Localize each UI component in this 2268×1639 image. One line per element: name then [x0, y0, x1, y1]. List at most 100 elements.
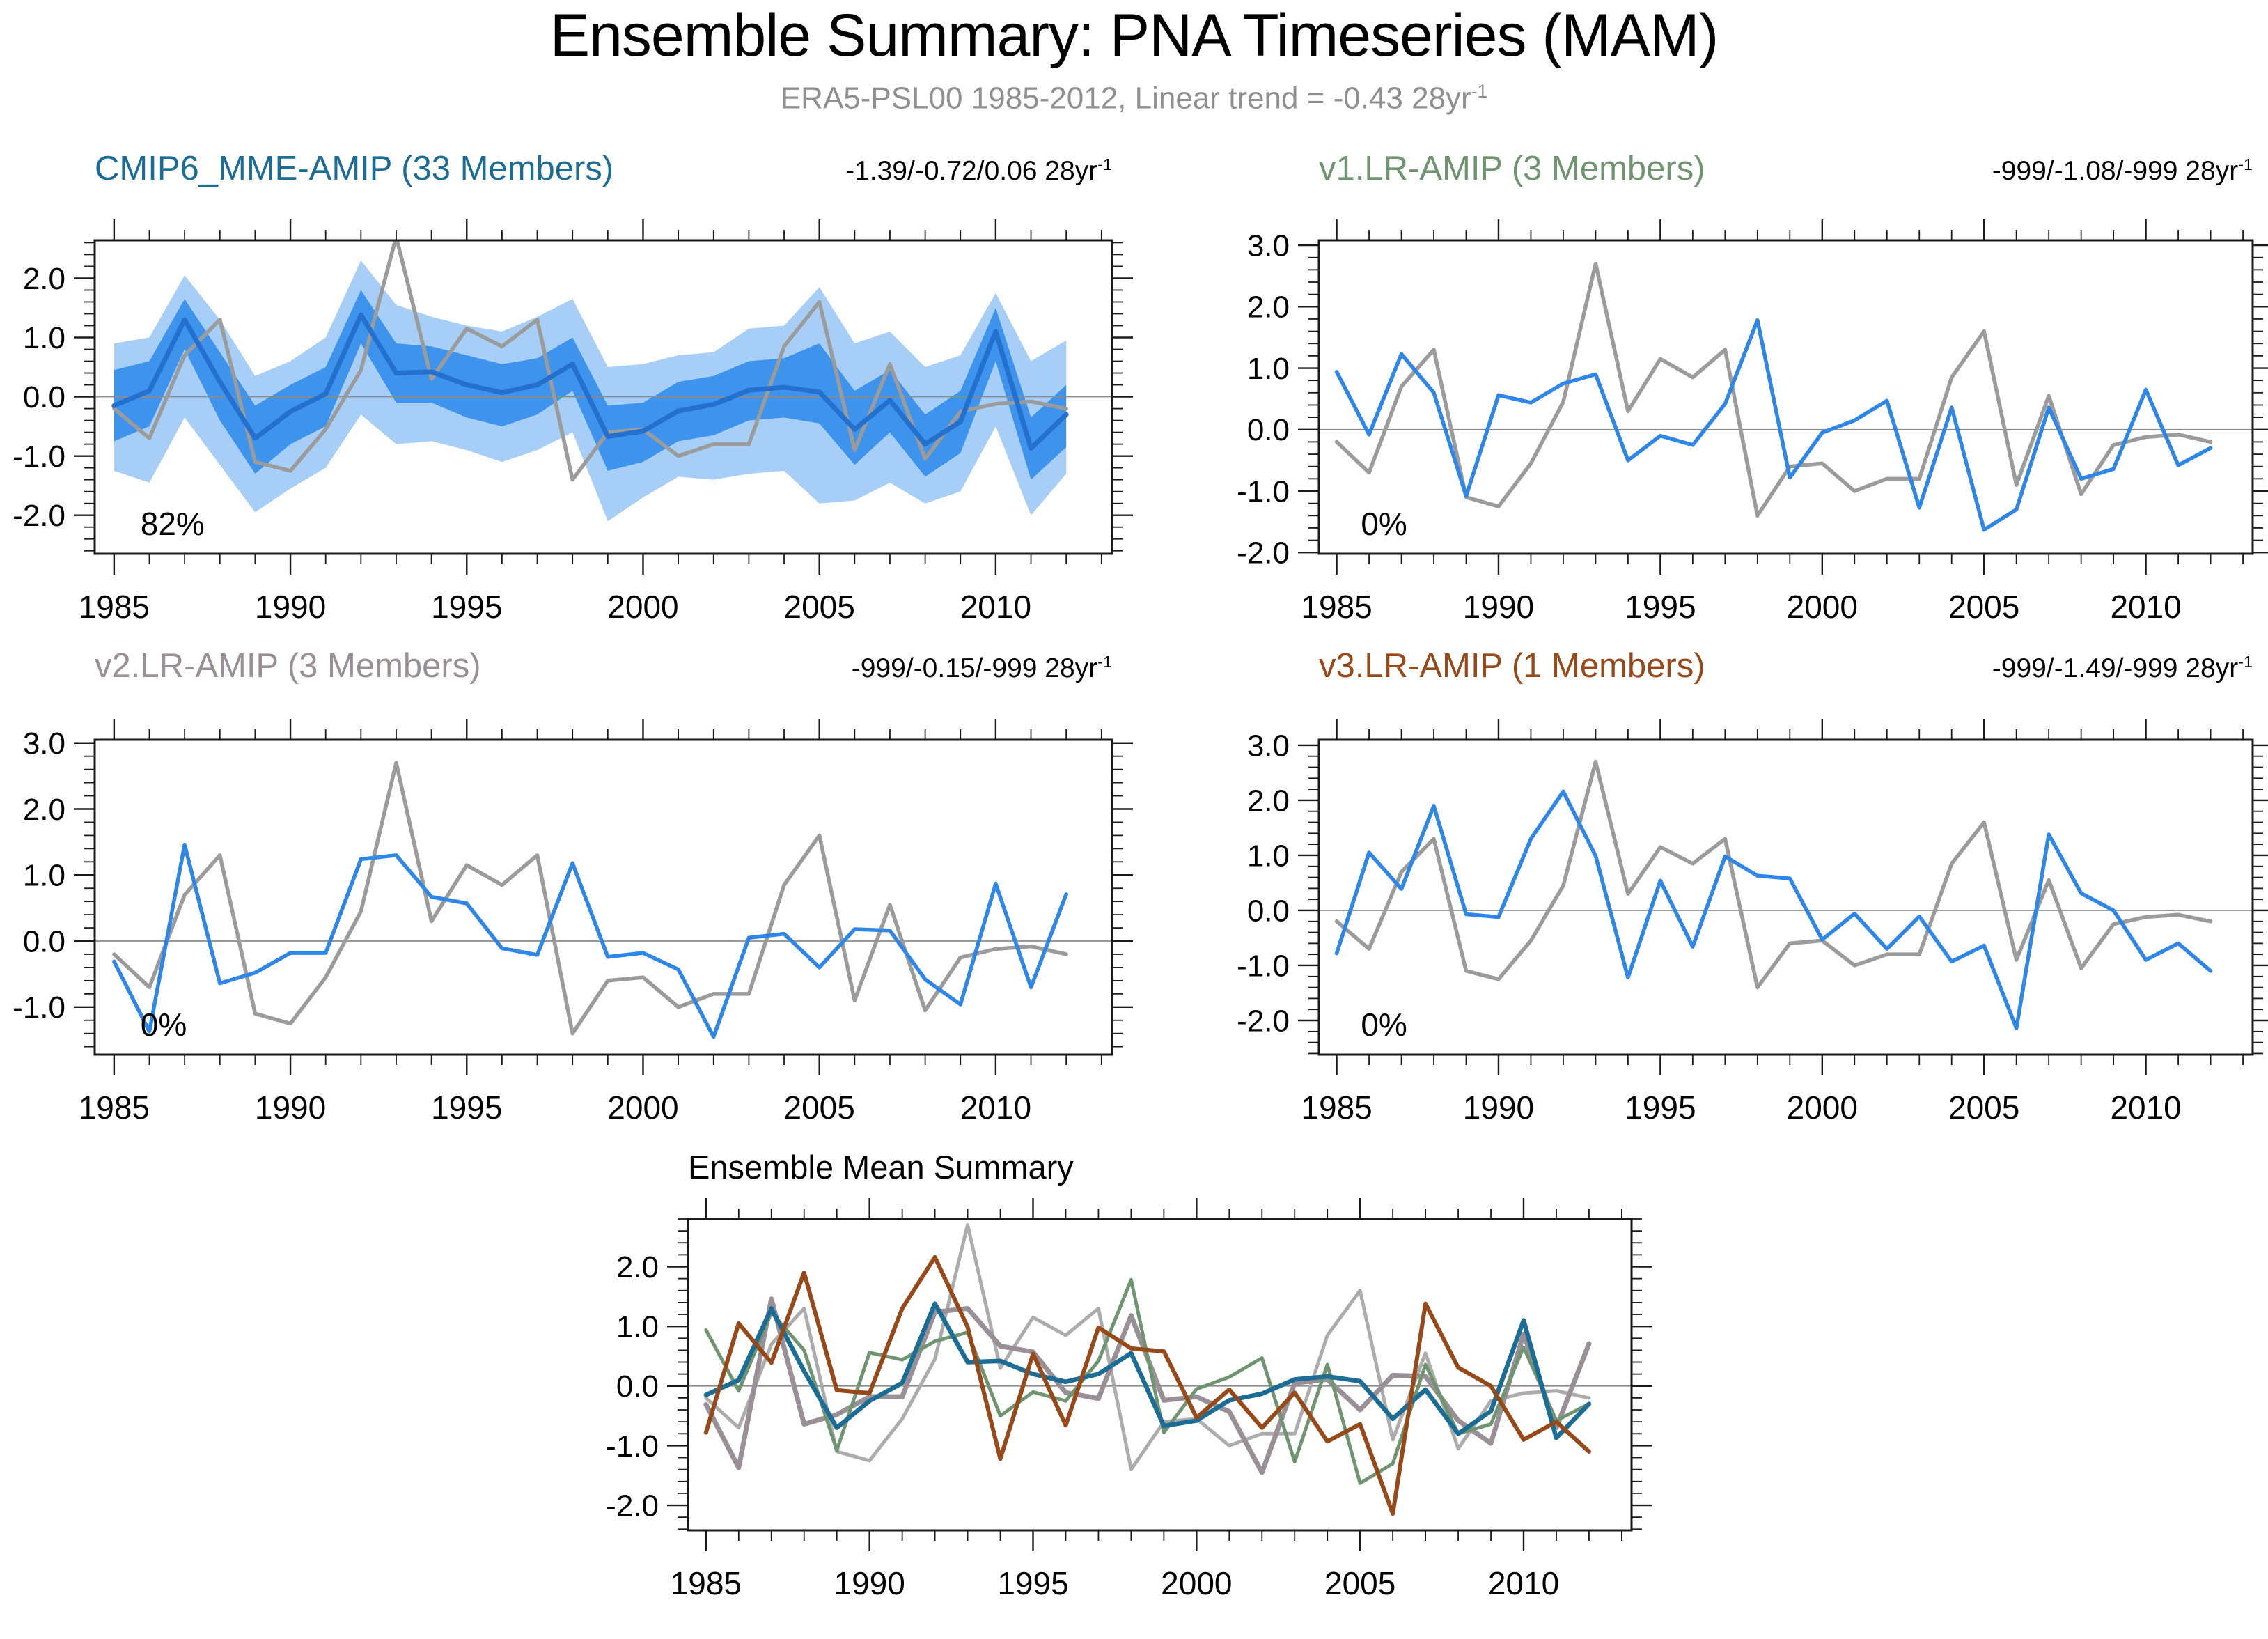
series-summary-v3 — [703, 1255, 1591, 1516]
plot-svg-cmip6: 1985 1990 1995 2000 2005 2010 -2.0 -1.0 0.0 1.0 2.… — [13, 219, 1133, 625]
significance-label-v3: 0% — [1361, 1007, 1407, 1043]
svg-text:1985: 1985 — [1301, 1089, 1372, 1126]
plot-svg-v3: 1985 1990 1995 2000 2005 2010 -2.0 -1.0 0.0 1.0 2.… — [1237, 719, 2268, 1126]
series-cmip6-obs — [112, 240, 1068, 482]
svg-text:3.0: 3.0 — [1247, 729, 1290, 763]
svg-text:2010: 2010 — [960, 589, 1031, 625]
page-subtitle-exponent: -1 — [1471, 81, 1488, 102]
svg-text:3.0: 3.0 — [23, 727, 65, 761]
panel-header-v2: v2.LR-AMIP (3 Members) -999/-0.15/-999 2… — [95, 646, 1112, 685]
svg-text:0.0: 0.0 — [1247, 894, 1290, 928]
svg-text:2010: 2010 — [960, 1089, 1031, 1126]
svg-text:2010: 2010 — [1488, 1565, 1559, 1601]
summary-panel-title: Ensemble Mean Summary — [688, 1149, 1074, 1186]
plot-svg-summary: 1985 1990 1995 2000 2005 2010 -2.0 -1.0 0.0 1.0 2.… — [606, 1198, 1652, 1601]
svg-text:0.0: 0.0 — [616, 1369, 659, 1404]
panel-header-v3: v3.LR-AMIP (1 Members) -999/-1.49/-999 2… — [1319, 646, 2253, 685]
panel-trend-v3-text: -999/-1.49/-999 28yr — [1992, 653, 2239, 683]
svg-text:2005: 2005 — [1324, 1565, 1395, 1601]
panel-header-cmip6: CMIP6_MME-AMIP (33 Members) -1.39/-0.72/… — [95, 149, 1112, 188]
svg-text:0.0: 0.0 — [23, 924, 65, 958]
series-v1-model — [1334, 318, 2213, 532]
panel-header-v1: v1.LR-AMIP (3 Members) -999/-1.08/-999 2… — [1319, 149, 2253, 188]
series-v2-obs — [112, 761, 1068, 1036]
series-v3-obs — [1334, 759, 2213, 990]
significance-label-v2: 0% — [140, 1007, 187, 1043]
plot-svg-v2: 1985 1990 1995 2000 2005 2010 -1.0 0.0 1.0 2.0 3.0 — [13, 719, 1133, 1126]
svg-text:1995: 1995 — [1625, 589, 1696, 625]
chart-ensemble-mean-summary: 1985 1990 1995 2000 2005 2010 -2.0 -1.0 0.0 1.0 2.… — [606, 1198, 1652, 1601]
svg-text:1990: 1990 — [834, 1565, 905, 1601]
chart-v3-lr-amip: 0% 1985 1990 1995 2000 2005 2010 -2.0 -1.0 0.0 1.… — [1237, 719, 2268, 1126]
svg-text:1985: 1985 — [79, 589, 150, 625]
plot-svg-v1: 1985 1990 1995 2000 2005 2010 -2.0 -1.0 0.0 1.0 2.… — [1237, 219, 2268, 625]
panel-trend-cmip6-text: -1.39/-0.72/0.06 28yr — [845, 156, 1098, 186]
panel-title-v1: v1.LR-AMIP (3 Members) — [1319, 150, 1705, 187]
chart-v1-lr-amip: 0% 1985 1990 1995 2000 2005 2010 -2.0 -1.0 0.0 1.… — [1237, 219, 2268, 625]
svg-text:2005: 2005 — [784, 589, 855, 625]
svg-text:2000: 2000 — [1161, 1565, 1232, 1601]
series-cmip6-mean — [111, 312, 1069, 451]
significance-label-v1: 0% — [1361, 506, 1407, 542]
significance-label-cmip6: 82% — [140, 506, 205, 542]
panel-trend-v3: -999/-1.49/-999 28yr-1 — [1992, 653, 2253, 684]
svg-text:1985: 1985 — [1301, 589, 1372, 625]
svg-text:-1.0: -1.0 — [606, 1429, 659, 1463]
svg-text:2000: 2000 — [1787, 589, 1858, 625]
panel-trend-v1: -999/-1.08/-999 28yr-1 — [1992, 155, 2253, 187]
svg-text:2010: 2010 — [2110, 589, 2181, 625]
chart-cmip6-mme-amip: 82% 1985 1990 1995 2000 2005 2010 -2.0 -1.0 0.0 1… — [13, 219, 1133, 625]
svg-text:1990: 1990 — [1463, 1089, 1534, 1126]
svg-text:2.0: 2.0 — [23, 793, 65, 827]
svg-text:1995: 1995 — [431, 1089, 502, 1126]
svg-text:2005: 2005 — [1948, 589, 2019, 625]
svg-text:1995: 1995 — [1625, 1089, 1696, 1126]
svg-text:0.0: 0.0 — [1247, 413, 1290, 447]
page-subtitle-text: ERA5-PSL00 1985-2012, Linear trend = -0.… — [780, 81, 1471, 116]
svg-text:1990: 1990 — [1463, 589, 1534, 625]
svg-text:1990: 1990 — [255, 1089, 326, 1126]
svg-text:-1.0: -1.0 — [13, 991, 65, 1025]
svg-text:2000: 2000 — [607, 589, 678, 625]
svg-text:1985: 1985 — [671, 1565, 742, 1601]
svg-text:-2.0: -2.0 — [13, 499, 65, 533]
panel-trend-cmip6: -1.39/-0.72/0.06 28yr-1 — [845, 155, 1112, 187]
svg-text:1985: 1985 — [79, 1089, 150, 1126]
svg-text:2.0: 2.0 — [616, 1250, 659, 1284]
panel-title-v2: v2.LR-AMIP (3 Members) — [95, 647, 481, 685]
svg-text:2005: 2005 — [784, 1089, 855, 1126]
panel-trend-v1-text: -999/-1.08/-999 28yr — [1992, 156, 2239, 186]
series-v3-model — [1334, 789, 2213, 1030]
svg-text:-1.0: -1.0 — [13, 440, 65, 474]
svg-text:2000: 2000 — [607, 1089, 678, 1126]
svg-text:0.0: 0.0 — [23, 380, 65, 414]
panel-trend-v2: -999/-0.15/-999 28yr-1 — [852, 653, 1112, 684]
panel-trend-v2-text: -999/-0.15/-999 28yr — [851, 653, 1098, 683]
series-v2-model — [112, 842, 1068, 1039]
panel-trend-cmip6-exponent: -1 — [1097, 155, 1112, 173]
svg-text:1.0: 1.0 — [23, 859, 65, 893]
svg-text:2000: 2000 — [1787, 1089, 1858, 1126]
series-summary-cmip6 — [703, 1301, 1592, 1440]
series-summary-v1 — [704, 1277, 1591, 1485]
svg-text:1.0: 1.0 — [23, 321, 65, 355]
page-subtitle: ERA5-PSL00 1985-2012, Linear trend = -0.… — [0, 81, 2268, 116]
svg-text:1990: 1990 — [255, 589, 326, 625]
panel-trend-v1-exponent: -1 — [2238, 155, 2253, 173]
svg-text:2.0: 2.0 — [1247, 784, 1290, 818]
svg-text:2.0: 2.0 — [23, 262, 65, 296]
svg-text:-1.0: -1.0 — [1237, 474, 1290, 508]
svg-text:1.0: 1.0 — [616, 1310, 659, 1344]
panel-title-cmip6: CMIP6_MME-AMIP (33 Members) — [95, 150, 614, 187]
svg-text:-2.0: -2.0 — [606, 1489, 659, 1523]
panel-title-v3: v3.LR-AMIP (1 Members) — [1319, 647, 1705, 685]
chart-v2-lr-amip: 0% 1985 1990 1995 2000 2005 2010 -1.0 0.0 1.0 2.0… — [13, 719, 1133, 1126]
panel-trend-v3-exponent: -1 — [2238, 653, 2253, 671]
svg-text:1995: 1995 — [431, 589, 502, 625]
svg-text:2.0: 2.0 — [1247, 290, 1290, 325]
svg-text:2005: 2005 — [1948, 1089, 2019, 1126]
panel-trend-v2-exponent: -1 — [1097, 653, 1112, 671]
svg-text:2010: 2010 — [2110, 1089, 2181, 1126]
svg-text:3.0: 3.0 — [1247, 228, 1290, 263]
svg-text:1.0: 1.0 — [1247, 839, 1290, 873]
